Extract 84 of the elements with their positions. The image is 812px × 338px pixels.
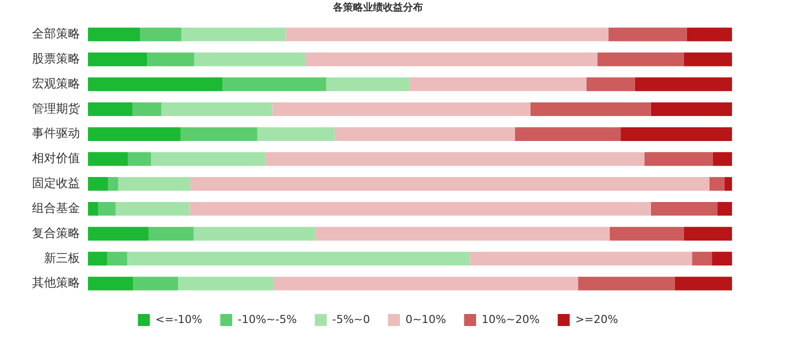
bar xyxy=(180,127,258,141)
bar xyxy=(133,276,178,290)
bar xyxy=(88,102,132,116)
bar xyxy=(108,177,118,191)
bar xyxy=(88,52,148,66)
y-tick-label: 管理期货 xyxy=(32,101,80,116)
bar xyxy=(692,252,712,266)
legend-label: <=-10% xyxy=(155,312,202,326)
bar xyxy=(190,177,710,191)
bar xyxy=(128,152,152,166)
bar xyxy=(98,202,116,216)
bar xyxy=(181,28,286,42)
bar xyxy=(709,177,724,191)
bar xyxy=(684,226,732,241)
bar xyxy=(650,202,718,216)
bar xyxy=(334,127,515,141)
bar xyxy=(712,152,732,166)
bar xyxy=(116,202,190,216)
legend-label: 10%~20% xyxy=(482,312,540,326)
bar xyxy=(674,276,732,290)
bar xyxy=(88,28,140,42)
legend-label: -5%~0 xyxy=(332,312,370,326)
bar xyxy=(608,28,687,42)
bar xyxy=(88,127,181,141)
y-tick-label: 事件驱动 xyxy=(32,126,80,140)
bar xyxy=(194,52,306,66)
bar xyxy=(88,226,149,241)
bar xyxy=(409,77,586,92)
bar xyxy=(597,52,684,66)
bar xyxy=(190,202,651,216)
y-tick-label: 股票策略 xyxy=(32,51,80,66)
bar xyxy=(650,102,732,116)
bar xyxy=(644,152,713,166)
bar xyxy=(684,52,732,66)
bar xyxy=(724,177,732,191)
bar xyxy=(686,28,732,42)
bar xyxy=(88,276,134,290)
chart-title: 各策略业绩收益分布 xyxy=(332,2,423,14)
bar xyxy=(257,127,335,141)
bar xyxy=(326,77,410,92)
bar xyxy=(634,77,732,92)
bar xyxy=(88,252,108,266)
bar xyxy=(151,152,266,166)
bar xyxy=(161,102,272,116)
bar xyxy=(88,177,108,191)
bar xyxy=(140,28,182,42)
bar xyxy=(717,202,732,216)
bar xyxy=(470,252,692,266)
legend-label: 0~10% xyxy=(405,312,446,326)
bar xyxy=(620,127,732,141)
bar xyxy=(88,152,128,166)
y-tick-label: 全部策略 xyxy=(32,26,80,41)
legend-label: >=20% xyxy=(575,312,618,326)
bar xyxy=(178,276,274,290)
y-tick-label: 固定收益 xyxy=(32,176,80,190)
bar xyxy=(530,102,651,116)
bar xyxy=(586,77,635,92)
bar xyxy=(286,28,608,42)
bar xyxy=(118,177,190,191)
bar xyxy=(147,52,194,66)
bar xyxy=(88,77,223,92)
bar xyxy=(194,226,316,241)
bar xyxy=(316,226,610,241)
bar xyxy=(273,276,578,290)
y-tick-label: 组合基金 xyxy=(32,200,80,215)
bar xyxy=(88,202,98,216)
bar xyxy=(272,102,530,116)
bar xyxy=(266,152,644,166)
bar xyxy=(127,252,470,266)
bar xyxy=(712,252,732,266)
legend-label: -10%~-5% xyxy=(238,312,297,326)
bar xyxy=(132,102,162,116)
y-tick-label: 新三板 xyxy=(44,250,80,265)
bar xyxy=(305,52,598,66)
y-tick-label: 其他策略 xyxy=(32,276,80,290)
y-tick-label: 复合策略 xyxy=(32,226,80,240)
y-tick-label: 宏观策略 xyxy=(32,76,80,90)
bar xyxy=(610,226,684,241)
bar xyxy=(107,252,128,266)
bar xyxy=(148,226,194,241)
bar xyxy=(578,276,675,290)
bar xyxy=(514,127,621,141)
bar xyxy=(222,77,326,92)
y-tick-label: 相对价值 xyxy=(32,151,80,166)
